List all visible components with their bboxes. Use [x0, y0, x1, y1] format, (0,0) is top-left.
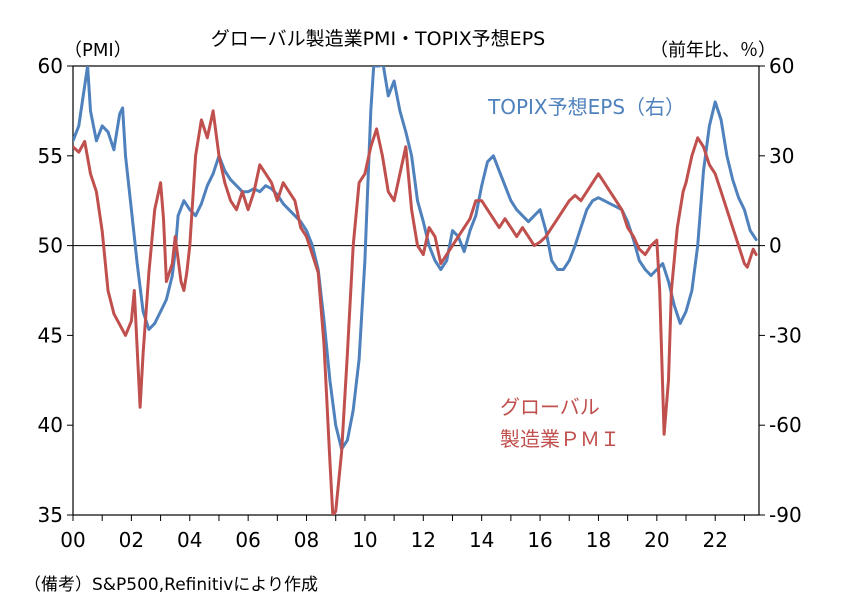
series-layer: [73, 66, 758, 515]
x-tick-label: 12: [411, 528, 436, 552]
right-axis-unit: （前年比、％）: [650, 40, 776, 61]
x-tick-label: 16: [527, 528, 552, 552]
left-tick-label: 40: [38, 413, 63, 437]
left-tick-label: 45: [38, 323, 63, 347]
source-note: （備考）S&P500,Refinitivにより作成: [24, 575, 318, 595]
x-tick-label: 10: [352, 528, 377, 552]
x-tick-label: 04: [177, 528, 202, 552]
x-tick-label: 20: [644, 528, 669, 552]
chart-title: グローバル製造業PMI・TOPIX予想EPS: [211, 28, 545, 50]
x-tick-label: 02: [119, 528, 144, 552]
right-tick-label: 30: [769, 144, 794, 168]
left-tick-label: 60: [38, 54, 63, 78]
left-tick-label: 50: [38, 234, 63, 258]
left-tick-label: 55: [38, 144, 63, 168]
right-tick-label: 0: [769, 234, 782, 258]
right-tick-label: 60: [769, 54, 794, 78]
plot-frame: [72, 65, 760, 516]
x-tick-label: 22: [702, 528, 727, 552]
right-tick-label: -90: [769, 503, 802, 527]
ticks-layer: 60 55 50 45 40 35 60 30 0 -30 -60 -90 00 02 04 06 08 10 12…: [38, 54, 802, 552]
right-tick-label: -60: [769, 413, 802, 437]
series-label-pmi-line-1: グローバル: [500, 395, 600, 419]
x-tick-label: 08: [294, 528, 319, 552]
series-label-pmi-line-2: 製造業ＰＭＩ: [500, 427, 620, 451]
right-tick-label: -30: [769, 323, 802, 347]
left-tick-label: 35: [38, 503, 63, 527]
series-label-topix-eps: TOPIX予想EPS（右）: [487, 95, 685, 119]
x-tick-label: 18: [586, 528, 611, 552]
x-tick-label: 00: [60, 528, 85, 552]
series-line-pmi: [73, 109, 758, 515]
left-axis-unit: （PMI）: [64, 40, 132, 61]
x-tick-label: 14: [469, 528, 494, 552]
x-tick-label: 06: [235, 528, 260, 552]
